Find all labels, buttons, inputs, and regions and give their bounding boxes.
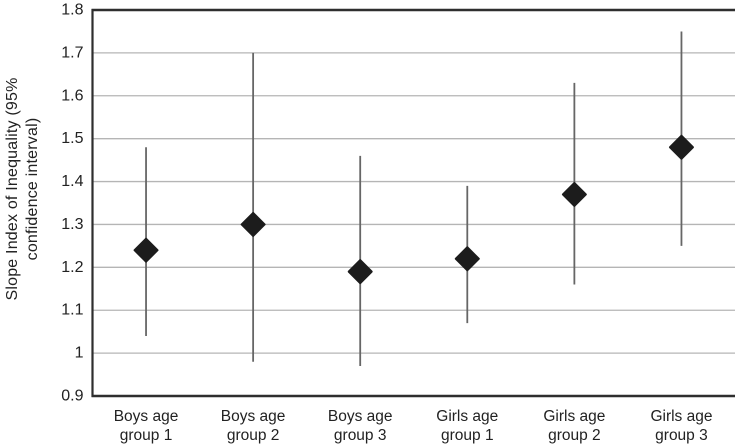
y-tick-label-1: 1 — [75, 345, 84, 362]
y-tick-label-1.1: 1.1 — [61, 302, 83, 319]
x-category-label-girls-age-group-3-line1: Girls age — [650, 408, 712, 425]
y-tick-label-1.5: 1.5 — [61, 130, 83, 147]
y-tick-label-1.3: 1.3 — [61, 216, 83, 233]
x-category-label-boys-age-group-2-line1: Boys age — [221, 408, 286, 425]
x-category-label-boys-age-group-1-line2: group 1 — [120, 427, 173, 444]
x-category-label-boys-age-group-3-line2: group 3 — [334, 427, 387, 444]
data-point-boys-age-group-2 — [240, 211, 266, 237]
x-category-label-girls-age-group-2-line2: group 2 — [548, 427, 601, 444]
x-category-label-girls-age-group-2-line1: Girls age — [543, 408, 605, 425]
y-tick-label-1.8: 1.8 — [61, 2, 83, 19]
x-category-label-boys-age-group-1-line1: Boys age — [114, 408, 179, 425]
data-point-girls-age-group-2 — [561, 181, 587, 207]
y-tick-label-0.9: 0.9 — [61, 388, 83, 405]
x-category-label-boys-age-group-2-line2: group 2 — [227, 427, 280, 444]
data-point-boys-age-group-3 — [347, 259, 373, 285]
x-category-label-girls-age-group-1-line2: group 1 — [441, 427, 494, 444]
y-tick-label-1.7: 1.7 — [61, 44, 83, 61]
x-category-label-girls-age-group-1-line1: Girls age — [436, 408, 498, 425]
y-tick-label-1.4: 1.4 — [61, 173, 83, 190]
x-category-label-girls-age-group-3-line2: group 3 — [655, 427, 708, 444]
y-tick-label-1.2: 1.2 — [61, 259, 83, 276]
x-category-label-boys-age-group-3-line1: Boys age — [328, 408, 393, 425]
data-point-girls-age-group-1 — [454, 246, 480, 272]
data-point-girls-age-group-3 — [668, 134, 694, 160]
y-tick-label-1.6: 1.6 — [61, 87, 83, 104]
data-point-boys-age-group-1 — [133, 237, 159, 263]
